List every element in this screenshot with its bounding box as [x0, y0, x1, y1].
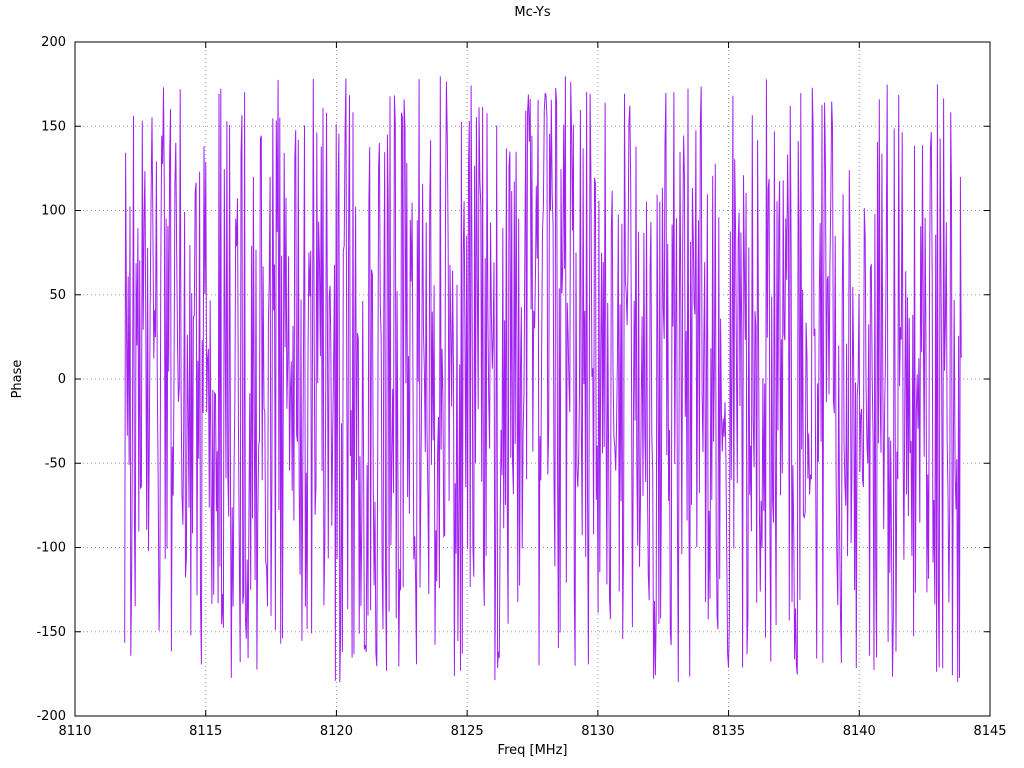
- x-tick-label: 8140: [843, 724, 876, 739]
- x-tick-label: 8135: [712, 724, 745, 739]
- y-axis-label: Phase: [10, 359, 25, 399]
- x-tick-label: 8115: [189, 724, 222, 739]
- y-tick-label: 50: [49, 288, 66, 303]
- x-tick-label: 8125: [451, 724, 484, 739]
- series-line: [124, 76, 962, 683]
- y-tick-label: 200: [41, 35, 66, 50]
- y-tick-label: -200: [36, 709, 66, 724]
- x-axis-label: Freq [MHz]: [497, 743, 568, 758]
- chart-title: Mc-Ys: [514, 5, 551, 20]
- x-tick-label: 8145: [973, 724, 1006, 739]
- y-tick-label: 100: [41, 204, 66, 219]
- y-tick-label: -50: [45, 456, 66, 471]
- x-tick-label: 8110: [58, 724, 91, 739]
- x-tick-label: 8120: [320, 724, 353, 739]
- y-tick-label: 0: [58, 372, 66, 387]
- x-tick-label: 8130: [581, 724, 614, 739]
- y-tick-label: -150: [36, 625, 66, 640]
- y-tick-label: -100: [36, 541, 66, 556]
- y-tick-label: 150: [41, 119, 66, 134]
